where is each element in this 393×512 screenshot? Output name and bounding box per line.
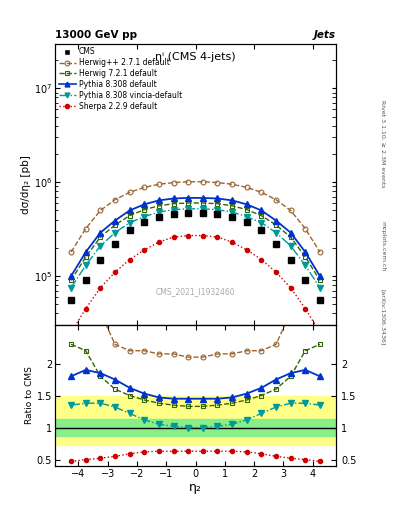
X-axis label: η₂: η₂ — [189, 481, 202, 495]
Text: CMS_2021_I1932460: CMS_2021_I1932460 — [156, 287, 235, 296]
Bar — [55, 419, 336, 436]
Y-axis label: Ratio to CMS: Ratio to CMS — [25, 367, 34, 424]
Legend: CMS, Herwig++ 2.7.1 default, Herwig 7.2.1 default, Pythia 8.308 default, Pythia : CMS, Herwig++ 2.7.1 default, Herwig 7.2.… — [57, 46, 184, 113]
Text: 13000 GeV pp: 13000 GeV pp — [55, 30, 137, 40]
Text: mcplots.cern.ch: mcplots.cern.ch — [381, 221, 386, 271]
Text: Rivet 3.1.10, ≥ 2.3M events: Rivet 3.1.10, ≥ 2.3M events — [381, 99, 386, 187]
Bar — [55, 395, 336, 445]
Y-axis label: dσ/dη₂ [pb]: dσ/dη₂ [pb] — [21, 155, 31, 214]
Text: ηⁱ (CMS 4-jets): ηⁱ (CMS 4-jets) — [155, 52, 236, 62]
Text: Jets: Jets — [314, 30, 336, 40]
Text: [arXiv:1306.3436]: [arXiv:1306.3436] — [381, 289, 386, 346]
